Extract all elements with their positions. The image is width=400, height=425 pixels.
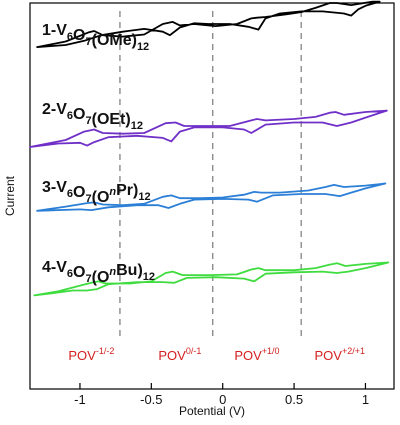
trace-label-1: 1-V6O7(OMe)12 xyxy=(42,22,149,53)
cv-trace-4 xyxy=(33,261,390,297)
x-axis-label: Potential (V) xyxy=(179,404,245,418)
x-tick-label-4: 0.5 xyxy=(285,392,303,407)
redox-couple-4: POV+2/+1 xyxy=(315,346,366,363)
x-tick-label-3: 0 xyxy=(219,392,226,407)
redox-couple-3: POV+1/0 xyxy=(234,346,279,363)
cv-trace-3 xyxy=(36,182,387,212)
x-axis: -1 -0.5 0 0.5 1 Potential (V) Current xyxy=(3,175,369,418)
y-axis-label: Current xyxy=(3,175,17,216)
cv-trace-2 xyxy=(29,109,388,148)
trace-label-4: 4-V6O7(OnBu)12 xyxy=(42,259,155,286)
cv-trace-1 xyxy=(36,0,381,48)
x-tick-label-1: -1 xyxy=(74,392,86,407)
x-tick-label-2: -0.5 xyxy=(140,392,162,407)
plot-frame xyxy=(29,2,395,390)
redox-couple-1: POV-1/-2 xyxy=(68,346,114,363)
reference-lines xyxy=(119,11,302,340)
trace-labels: 1-V6O7(OMe)12 2-V6O7(OEt)12 3-V6O7(OnPr)12… xyxy=(42,22,155,286)
redox-couple-labels: POV-1/-2 POV0/-1 POV+1/0 POV+2/+1 xyxy=(68,346,365,363)
redox-couple-2: POV0/-1 xyxy=(158,346,201,363)
cv-traces xyxy=(29,0,390,297)
trace-label-3: 3-V6O7(OnPr)12 xyxy=(42,179,151,206)
x-tick-label-5: 1 xyxy=(362,392,369,407)
trace-label-2: 2-V6O7(OEt)12 xyxy=(42,101,143,132)
